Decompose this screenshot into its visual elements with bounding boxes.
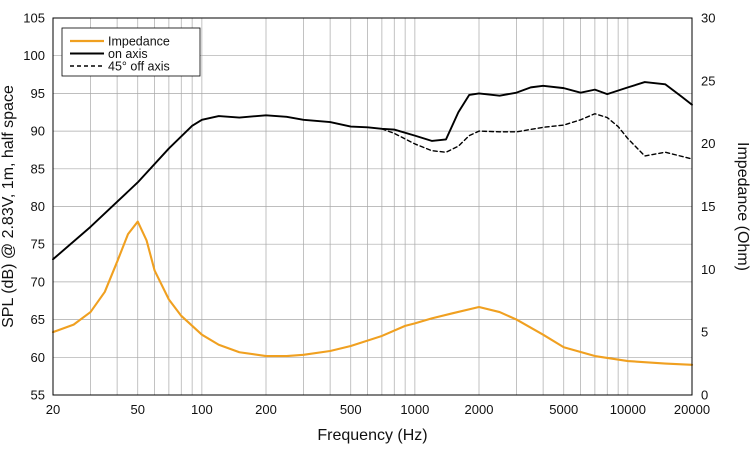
y2-tick-label: 0 (701, 388, 708, 403)
y2-tick-label: 20 (701, 136, 715, 151)
y-tick-label: 70 (31, 274, 45, 289)
series-line-off-axis (381, 113, 693, 160)
x-tick-label: 20000 (674, 402, 710, 417)
y2-tick-label: 30 (701, 11, 715, 26)
legend-label-impedance: Impedance (108, 34, 170, 48)
y-axis-title: SPL (dB) @ 2.83V, 1m, half space (0, 85, 17, 328)
y-tick-label: 85 (31, 161, 45, 176)
grid-lines (53, 18, 692, 395)
x-tick-label: 500 (340, 402, 362, 417)
series-line-on-axis (52, 81, 693, 261)
y2-tick-label: 25 (701, 73, 715, 88)
right-axis-ticks: 0 5 10 15 20 25 30 (701, 11, 715, 403)
y-tick-label: 55 (31, 388, 45, 403)
x-tick-label: 1000 (400, 402, 429, 417)
plot-frame (52, 17, 693, 396)
y-tick-label: 90 (31, 124, 45, 139)
series-line-impedance (51, 220, 694, 366)
series-layer (51, 81, 694, 366)
x-tick-label: 2000 (465, 402, 494, 417)
y2-tick-label: 10 (701, 262, 715, 277)
legend-box (61, 27, 201, 77)
x-tick-label: 50 (131, 402, 145, 417)
left-axis-ticks: 55 60 65 70 75 80 85 90 95 100 105 (23, 11, 45, 403)
x-tick-label: 200 (255, 402, 277, 417)
x-tick-label: 100 (191, 402, 213, 417)
y-tick-label: 95 (31, 86, 45, 101)
y2-tick-label: 5 (701, 325, 708, 340)
bottom-axis-ticks: 20 50 100 200 500 1000 2000 5000 10000 20000 (46, 402, 710, 417)
y2-tick-label: 15 (701, 199, 715, 214)
x-axis-title: Frequency (Hz) (317, 427, 427, 444)
legend-label-on-axis: on axis (108, 47, 148, 61)
y-tick-label: 105 (23, 11, 45, 26)
y-tick-label: 80 (31, 199, 45, 214)
y-tick-label: 60 (31, 350, 45, 365)
y2-axis-title: Impedance (Ohm) (734, 142, 750, 271)
y-tick-label: 100 (23, 48, 45, 63)
legend-label-off-axis: 45° off axis (108, 59, 170, 73)
x-tick-label: 10000 (610, 402, 646, 417)
y-tick-label: 65 (31, 312, 45, 327)
legend: Impedance on axis 45° off axis (61, 27, 201, 77)
x-tick-label: 20 (46, 402, 60, 417)
x-tick-label: 5000 (549, 402, 578, 417)
y-tick-label: 75 (31, 237, 45, 252)
